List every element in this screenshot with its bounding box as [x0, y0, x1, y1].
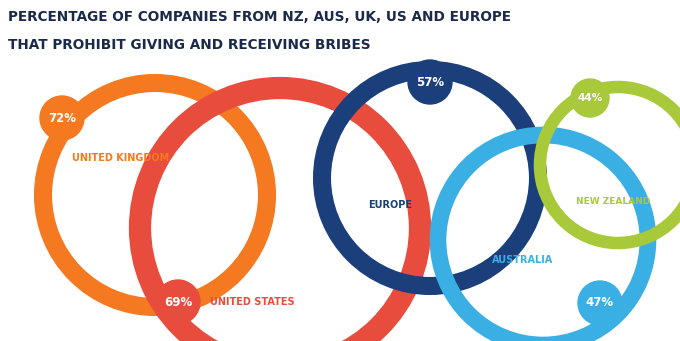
Text: UNITED KINGDOM: UNITED KINGDOM: [72, 153, 169, 163]
Text: PERCENTAGE OF COMPANIES FROM NZ, AUS, UK, US AND EUROPE: PERCENTAGE OF COMPANIES FROM NZ, AUS, UK…: [8, 10, 511, 24]
Circle shape: [408, 60, 452, 104]
Text: 47%: 47%: [586, 297, 614, 310]
Text: UNITED STATES: UNITED STATES: [210, 297, 294, 307]
Text: EUROPE: EUROPE: [368, 200, 412, 210]
Circle shape: [156, 280, 200, 324]
Text: 44%: 44%: [577, 93, 602, 103]
Text: 72%: 72%: [48, 112, 76, 124]
Text: THAT PROHIBIT GIVING AND RECEIVING BRIBES: THAT PROHIBIT GIVING AND RECEIVING BRIBE…: [8, 38, 371, 52]
Text: 57%: 57%: [416, 75, 444, 89]
Circle shape: [578, 281, 622, 325]
Text: AUSTRALIA: AUSTRALIA: [492, 255, 554, 265]
Text: 69%: 69%: [164, 296, 192, 309]
Text: NEW ZEALAND: NEW ZEALAND: [576, 197, 650, 207]
Circle shape: [571, 79, 609, 117]
Circle shape: [40, 96, 84, 140]
